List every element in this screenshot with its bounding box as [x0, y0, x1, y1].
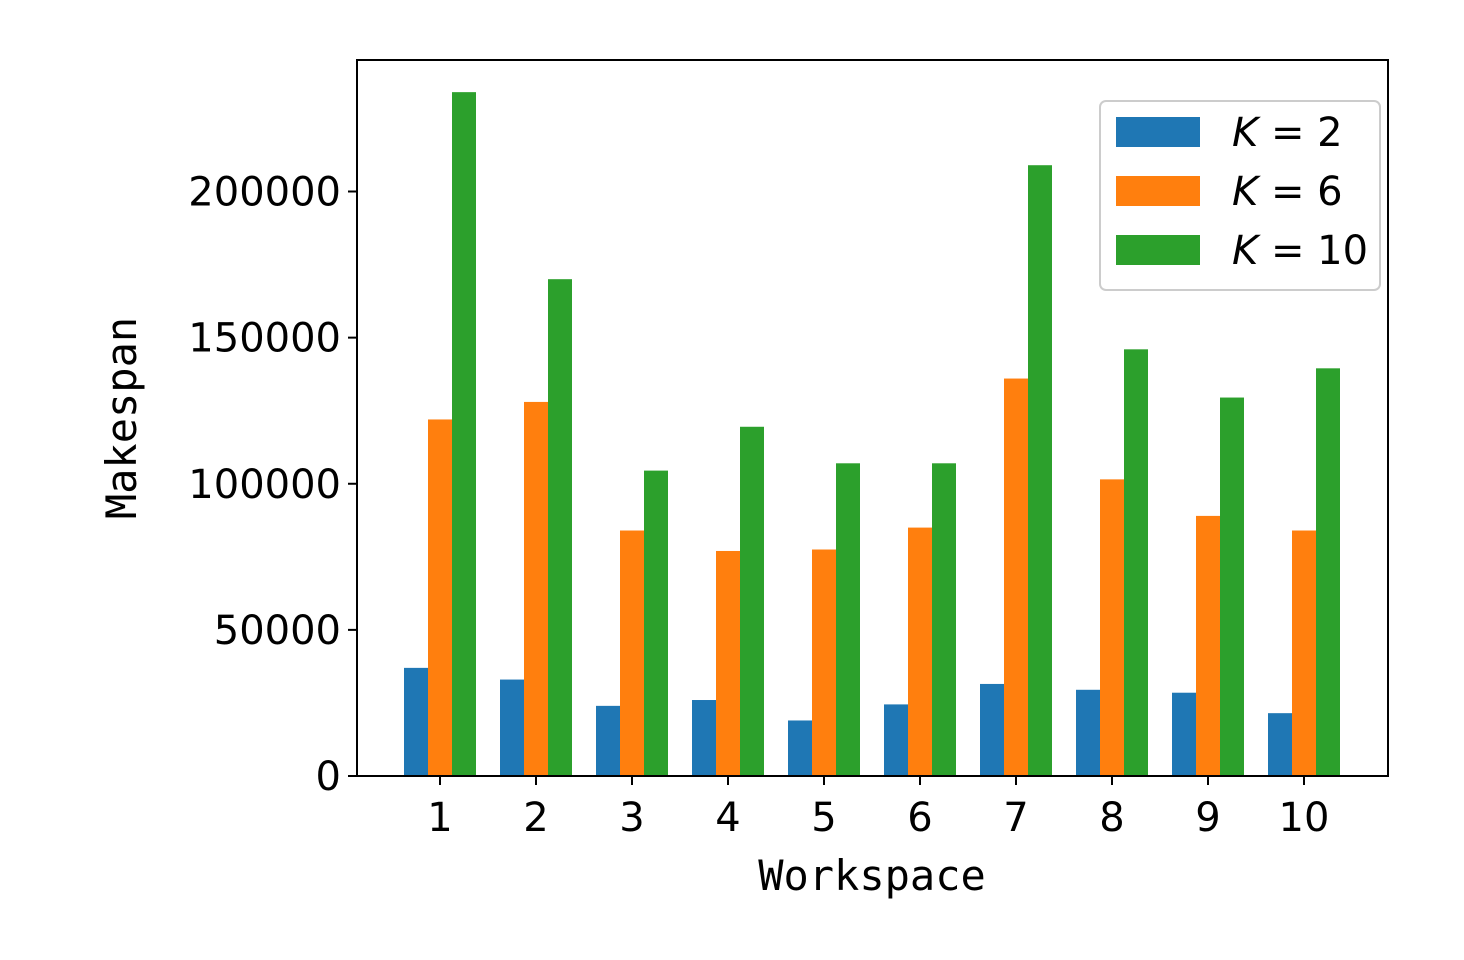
x-tick-label: 1 [427, 795, 452, 841]
bar-k10-ws3 [644, 470, 668, 776]
bar-k10-ws2 [548, 279, 572, 776]
legend-label: K = 2 [1232, 110, 1343, 156]
bar-k10-ws4 [740, 426, 764, 776]
y-tick-label: 100000 [188, 462, 341, 508]
y-tick-label: 150000 [188, 316, 341, 362]
x-tick-label: 3 [619, 795, 644, 841]
x-tick-label: 10 [1279, 795, 1330, 841]
bar-k10-ws8 [1124, 349, 1148, 776]
y-axis-label: Makespan [97, 317, 146, 519]
legend: K = 2 K = 6 K = 10 [1099, 100, 1381, 291]
bar-k2-ws5 [788, 720, 812, 776]
bar-k10-ws5 [836, 463, 860, 776]
bar-k2-ws9 [1172, 692, 1196, 776]
x-tick-label: 6 [907, 795, 932, 841]
bar-k6-ws9 [1196, 515, 1220, 776]
bar-k10-ws6 [932, 463, 956, 776]
x-tick-label: 8 [1099, 795, 1124, 841]
legend-swatch [1116, 176, 1200, 206]
y-tick-label: 0 [316, 754, 341, 800]
bar-k2-ws4 [692, 700, 716, 776]
bar-k2-ws7 [980, 683, 1004, 776]
bar-k6-ws10 [1292, 530, 1316, 776]
bar-k2-ws10 [1268, 713, 1292, 776]
bar-k6-ws5 [812, 549, 836, 776]
bars-layer [404, 92, 1340, 777]
bar-k6-ws3 [620, 530, 644, 776]
x-tick-label: 9 [1195, 795, 1220, 841]
legend-label: K = 6 [1232, 169, 1343, 215]
y-axis: 0 50000 100000 150000 200000 [188, 170, 357, 800]
bar-k6-ws8 [1100, 479, 1124, 776]
plot-frame [356, 59, 1389, 777]
legend-label: K = 10 [1232, 228, 1368, 274]
x-tick-label: 7 [1003, 795, 1028, 841]
x-tick-label: 2 [523, 795, 548, 841]
x-tick-label: 4 [715, 795, 740, 841]
x-axis-label: Workspace [758, 851, 986, 900]
bar-k10-ws9 [1220, 397, 1244, 776]
bar-k6-ws7 [1004, 378, 1028, 776]
bar-k10-ws10 [1316, 368, 1340, 776]
bar-k6-ws6 [908, 527, 932, 776]
x-axis: 1 2 3 4 5 6 7 8 9 10 [427, 776, 1329, 841]
bar-k10-ws1 [452, 92, 476, 776]
bar-k2-ws1 [404, 667, 428, 776]
bar-k10-ws7 [1028, 165, 1052, 777]
bar-k2-ws6 [884, 704, 908, 776]
bar-k6-ws2 [524, 401, 548, 776]
bar-k6-ws4 [716, 550, 740, 776]
legend-swatch [1116, 235, 1200, 265]
bar-k2-ws3 [596, 705, 620, 776]
legend-swatch [1116, 117, 1200, 147]
y-tick-label: 200000 [188, 170, 341, 216]
y-tick-label: 50000 [214, 608, 341, 654]
bar-k2-ws2 [500, 679, 524, 776]
bar-k6-ws1 [428, 419, 452, 776]
bar-k2-ws8 [1076, 689, 1100, 776]
x-tick-label: 5 [811, 795, 836, 841]
